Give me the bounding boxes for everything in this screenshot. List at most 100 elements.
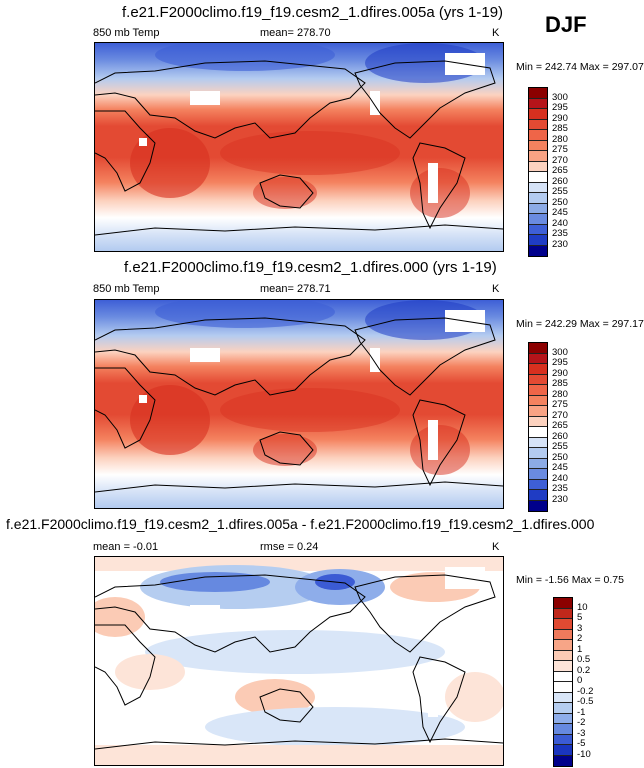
colorbar-tick-label: 0.5 xyxy=(577,654,591,665)
colorbar-tick-label: 295 xyxy=(552,357,568,368)
panel2-mean: mean= 278.71 xyxy=(260,283,331,295)
coast-africa xyxy=(95,110,156,192)
panel2-title: f.e21.F2000climo.f19_f19.cesm2_1.dfires.… xyxy=(124,259,497,276)
coast-namerica xyxy=(354,60,496,139)
colorbar-tick-label: 2 xyxy=(577,633,583,644)
diff-neg-core xyxy=(160,572,270,592)
colorbar-tick-label: 285 xyxy=(552,378,568,389)
coast-samerica xyxy=(412,399,466,487)
colorbar-swatch xyxy=(554,703,572,714)
colorbar-tick-label: 275 xyxy=(552,399,568,410)
missing-tibet xyxy=(190,91,220,105)
warm-core-africa xyxy=(130,128,210,198)
diff-band-bottom xyxy=(95,745,503,765)
panel1-minmax: Min = 242.74 Max = 297.07 xyxy=(516,61,644,73)
warm-core-pacific xyxy=(220,131,400,175)
colorbar-tick-label: 265 xyxy=(552,165,568,176)
panel2-minmax: Min = 242.29 Max = 297.17 xyxy=(516,318,644,330)
panel3-minmax: Min = -1.56 Max = 0.75 xyxy=(516,574,624,586)
colorbar-tick-label: 275 xyxy=(552,144,568,155)
coast-africa xyxy=(95,367,156,449)
panel1-colorbar xyxy=(528,87,548,257)
diff-pos-africa xyxy=(115,654,185,690)
missing-andes xyxy=(428,420,438,460)
panel3-map xyxy=(94,556,504,766)
panel1-mean: mean= 278.70 xyxy=(260,27,331,39)
coast-eurasia xyxy=(95,60,366,139)
colorbar-tick-label: 285 xyxy=(552,123,568,134)
colorbar-swatch xyxy=(529,458,547,469)
panel2-map xyxy=(94,299,504,509)
colorbar-swatch xyxy=(529,172,547,183)
colorbar-swatch xyxy=(554,640,572,651)
panel1-map xyxy=(94,42,504,252)
colorbar-swatch xyxy=(529,448,547,459)
colorbar-swatch xyxy=(554,682,572,693)
colorbar-tick-label: -2 xyxy=(577,717,586,728)
panel2-map-plot xyxy=(95,300,503,508)
panel1-title: f.e21.F2000climo.f19_f19.cesm2_1.dfires.… xyxy=(122,4,504,21)
panel1-map-plot xyxy=(95,43,503,251)
colorbar-swatch xyxy=(529,374,547,385)
panel3-colorbar xyxy=(553,597,573,767)
colorbar-swatch xyxy=(529,353,547,364)
colorbar-tick-label: 5 xyxy=(577,612,583,623)
colorbar-swatch xyxy=(554,734,572,745)
colorbar-swatch xyxy=(529,182,547,193)
colorbar-tick-label: 3 xyxy=(577,622,583,634)
missing-andes xyxy=(428,163,438,203)
coast-africa xyxy=(95,624,156,706)
colorbar-swatch xyxy=(554,745,572,756)
colorbar-swatch xyxy=(529,385,547,396)
colorbar-tick-label: 250 xyxy=(552,451,568,463)
warm-core-africa xyxy=(130,385,210,455)
colorbar-tick-label: 0 xyxy=(577,675,583,686)
panel3-title: f.e21.F2000climo.f19_f19.cesm2_1.dfires.… xyxy=(6,516,595,532)
missing-ethiopia xyxy=(139,395,147,403)
colorbar-tick-label: 235 xyxy=(552,228,568,239)
missing-rockies xyxy=(370,91,380,115)
colorbar-tick-label: 270 xyxy=(552,154,568,166)
diff-pos-australia xyxy=(235,679,315,715)
colorbar-swatch xyxy=(529,98,547,109)
colorbar-swatch xyxy=(554,598,572,609)
missing-rockies xyxy=(370,605,380,629)
colorbar-swatch xyxy=(554,724,572,735)
panel1-variable: 850 mb Temp xyxy=(93,27,160,39)
colorbar-tick-label: 255 xyxy=(552,441,568,452)
colorbar-tick-label: 260 xyxy=(552,430,568,442)
coast-australia xyxy=(259,174,314,209)
coast-eurasia xyxy=(95,574,366,653)
colorbar-swatch xyxy=(529,469,547,480)
colorbar-swatch xyxy=(554,650,572,661)
panel3-rmse: rmse = 0.24 xyxy=(260,541,319,553)
colorbar-tick-label: 245 xyxy=(552,462,568,473)
colorbar-swatch xyxy=(529,479,547,490)
colorbar-tick-label: 240 xyxy=(552,472,568,484)
colorbar-swatch xyxy=(529,214,547,225)
diff-neg-south xyxy=(205,707,465,747)
colorbar-tick-label: 290 xyxy=(552,112,568,124)
colorbar-tick-label: 0.2 xyxy=(577,664,591,676)
colorbar-swatch xyxy=(554,671,572,682)
colorbar-tick-label: 295 xyxy=(552,102,568,113)
colorbar-swatch xyxy=(554,755,572,766)
colorbar-tick-label: 260 xyxy=(552,175,568,187)
diff-neg-tropics xyxy=(145,630,445,674)
colorbar-tick-label: 265 xyxy=(552,420,568,431)
colorbar-tick-label: 290 xyxy=(552,367,568,379)
colorbar-swatch xyxy=(529,490,547,501)
coast-antarctica xyxy=(95,738,503,750)
colorbar-swatch xyxy=(554,713,572,724)
panel3-map-plot xyxy=(95,557,503,765)
diff-band-top xyxy=(95,557,503,571)
colorbar-tick-label: 240 xyxy=(552,217,568,229)
coast-eurasia xyxy=(95,317,366,396)
colorbar-swatch xyxy=(529,406,547,417)
colorbar-tick-label: 245 xyxy=(552,207,568,218)
colorbar-swatch xyxy=(529,161,547,172)
colorbar-swatch xyxy=(529,193,547,204)
warm-core-samerica xyxy=(410,425,470,475)
colorbar-swatch xyxy=(554,619,572,630)
coast-namerica xyxy=(354,317,496,396)
